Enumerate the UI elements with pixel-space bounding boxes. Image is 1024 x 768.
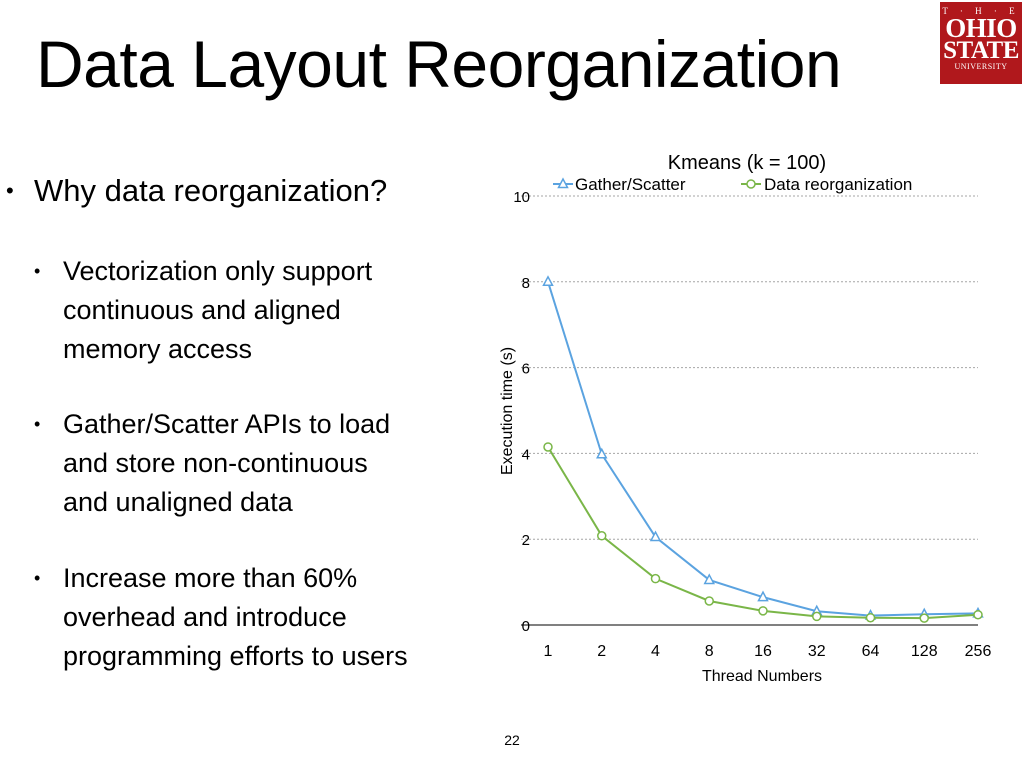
sub-bullet-text: Gather/Scatter APIs to load and store no… <box>63 409 391 517</box>
data-point-triangle <box>703 573 715 585</box>
data-point-triangle <box>649 530 662 542</box>
sub-bullet-gather-scatter: • Gather/Scatter APIs to load and store … <box>34 405 483 522</box>
sub-bullet-text: Increase more than 60% overhead and intr… <box>63 563 408 671</box>
data-point-circle <box>973 609 983 620</box>
bullet-main-text: Why data reorganization? <box>34 173 388 208</box>
data-point-circle <box>597 531 607 541</box>
x-tick-label: 128 <box>911 643 938 660</box>
y-tick-label: 4 <box>522 446 530 463</box>
bullet-dot: • <box>6 178 14 203</box>
x-tick-label: 2 <box>597 643 606 660</box>
legend-label: Gather/Scatter <box>575 175 686 194</box>
logo-line-university: UNIVERSITY <box>954 62 1008 71</box>
legend-marker-circle <box>746 179 756 189</box>
legend-marker-triangle <box>557 177 569 189</box>
x-tick-label: 32 <box>808 643 826 660</box>
chart-title: Kmeans (k = 100) <box>668 152 826 174</box>
y-tick-label: 0 <box>522 618 530 635</box>
sub-bullet-text: Vectorization only support continuous an… <box>63 256 373 364</box>
data-point-triangle <box>542 275 554 287</box>
bullet-dot: • <box>34 261 41 281</box>
logo-line-ohio: OHIO <box>945 13 1017 43</box>
slide-title: Data Layout Reorganization <box>36 27 842 101</box>
y-axis-title: Execution time (s) <box>499 347 516 475</box>
x-tick-label: 16 <box>754 643 772 660</box>
legend-label: Data reorganization <box>764 175 912 194</box>
y-tick-label: 6 <box>522 361 530 378</box>
data-point-circle <box>704 596 714 606</box>
series-line-1 <box>547 281 979 617</box>
y-tick-label: 2 <box>522 532 530 549</box>
data-point-circle <box>919 613 929 623</box>
x-tick-label: 1 <box>544 643 553 660</box>
slide-number: 22 <box>504 732 520 748</box>
logo-line-the: T · H · E <box>942 6 1020 16</box>
y-tick-label: 8 <box>522 275 530 292</box>
data-point-circle <box>758 606 768 616</box>
sub-bullet-overhead: • Increase more than 60% overhead and in… <box>34 559 483 676</box>
bullet-main: • Why data reorganization? <box>6 171 494 211</box>
y-tick-label: 10 <box>513 189 530 206</box>
x-tick-label: 64 <box>862 643 880 660</box>
data-point-triangle <box>757 590 769 602</box>
sub-bullet-vectorization: • Vectorization only support continuous … <box>34 252 483 369</box>
logo-line-state: STATE <box>943 37 1019 64</box>
data-point-circle <box>650 573 661 584</box>
x-axis-title: Thread Numbers <box>702 668 822 685</box>
x-tick-label: 256 <box>965 643 992 660</box>
data-point-triangle <box>596 447 608 459</box>
data-point-circle <box>543 442 553 452</box>
data-point-circle <box>812 611 822 622</box>
university-logo: T · H · E OHIO STATE UNIVERSITY <box>940 2 1022 84</box>
bullet-dot: • <box>34 568 41 588</box>
x-tick-label: 4 <box>651 643 660 660</box>
bullet-dot: • <box>34 414 41 434</box>
data-point-circle <box>865 612 876 623</box>
x-tick-label: 8 <box>705 643 714 660</box>
